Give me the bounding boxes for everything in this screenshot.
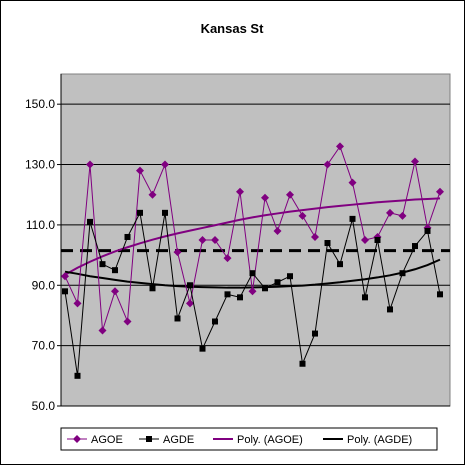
point-agde <box>312 330 318 337</box>
point-agoe <box>348 178 357 187</box>
legend-label: AGDE <box>163 434 194 446</box>
point-agde <box>74 372 81 379</box>
point-agoe <box>273 226 282 235</box>
point-agoe <box>123 317 132 326</box>
point-agde <box>374 237 381 243</box>
point-agoe <box>248 287 257 296</box>
point-agoe <box>386 208 394 217</box>
point-agoe <box>336 142 344 151</box>
legend-box <box>60 427 438 451</box>
point-agde <box>112 267 118 274</box>
point-agde <box>174 315 181 322</box>
point-agde <box>437 291 443 298</box>
y-tick-label: 110.0 <box>26 218 55 232</box>
legend-marker <box>73 435 81 443</box>
point-agde <box>199 345 206 352</box>
point-agoe <box>136 166 144 175</box>
point-agoe <box>398 211 407 220</box>
legend-label: Poly. (AGOE) <box>237 434 303 446</box>
point-agde <box>424 227 431 234</box>
plot-background <box>60 73 451 407</box>
point-agde <box>337 261 343 268</box>
point-agoe <box>286 190 294 199</box>
legend-marker <box>146 436 152 442</box>
legend-label: Poly. (AGDE) <box>347 434 412 446</box>
legend: AGOE AGDE Poly. (AGOE) Poly. (AGDE) <box>60 427 438 451</box>
point-agoe <box>261 193 269 202</box>
point-agde <box>249 270 256 277</box>
trend-line-poly-agoe <box>64 197 441 276</box>
point-agoe <box>86 160 94 169</box>
point-agde <box>137 209 143 216</box>
point-agoe <box>186 299 194 308</box>
point-agoe <box>198 236 207 244</box>
point-agde <box>224 291 231 298</box>
point-agde <box>124 233 131 240</box>
point-agoe <box>98 326 107 335</box>
point-agde <box>187 282 193 289</box>
point-agoe <box>111 287 119 296</box>
point-agde <box>412 243 418 250</box>
point-agde <box>299 360 306 367</box>
point-agde <box>212 318 218 325</box>
point-agoe <box>236 187 244 196</box>
point-agoe <box>436 187 444 196</box>
point-agde <box>149 285 156 292</box>
point-agde <box>287 273 293 280</box>
point-agde <box>349 215 356 222</box>
point-agoe <box>148 190 157 199</box>
legend-label: AGOE <box>91 434 123 446</box>
point-agde <box>262 285 268 292</box>
chart-title: Kansas St <box>201 21 265 36</box>
point-agde <box>62 288 68 295</box>
point-agoe <box>411 157 419 166</box>
point-agoe <box>73 299 82 308</box>
point-agoe <box>323 160 332 169</box>
point-agoe <box>298 211 307 220</box>
point-agde <box>237 294 243 301</box>
plot-area: 50.0 70.0 90.0 110.0 130.0 150.0 <box>25 73 451 413</box>
y-tick-label: 50.0 <box>32 399 56 413</box>
point-agde <box>87 218 93 225</box>
point-agoe <box>211 236 219 244</box>
point-agoe <box>61 272 69 281</box>
point-agde <box>99 261 106 268</box>
point-agde <box>399 270 406 277</box>
point-agoe <box>361 236 369 244</box>
point-agde <box>324 240 331 247</box>
y-tick-label: 70.0 <box>32 339 56 353</box>
y-tick-label: 130.0 <box>25 158 55 172</box>
point-agoe <box>311 232 319 241</box>
point-agde <box>362 294 368 301</box>
y-tick-label: 150.0 <box>25 97 55 111</box>
point-agoe <box>223 254 232 263</box>
y-tick-label: 90.0 <box>32 278 56 292</box>
point-agde <box>162 209 168 216</box>
point-agoe <box>161 160 169 169</box>
point-agoe <box>173 248 182 257</box>
point-agde <box>387 306 393 313</box>
point-agde <box>274 279 281 286</box>
